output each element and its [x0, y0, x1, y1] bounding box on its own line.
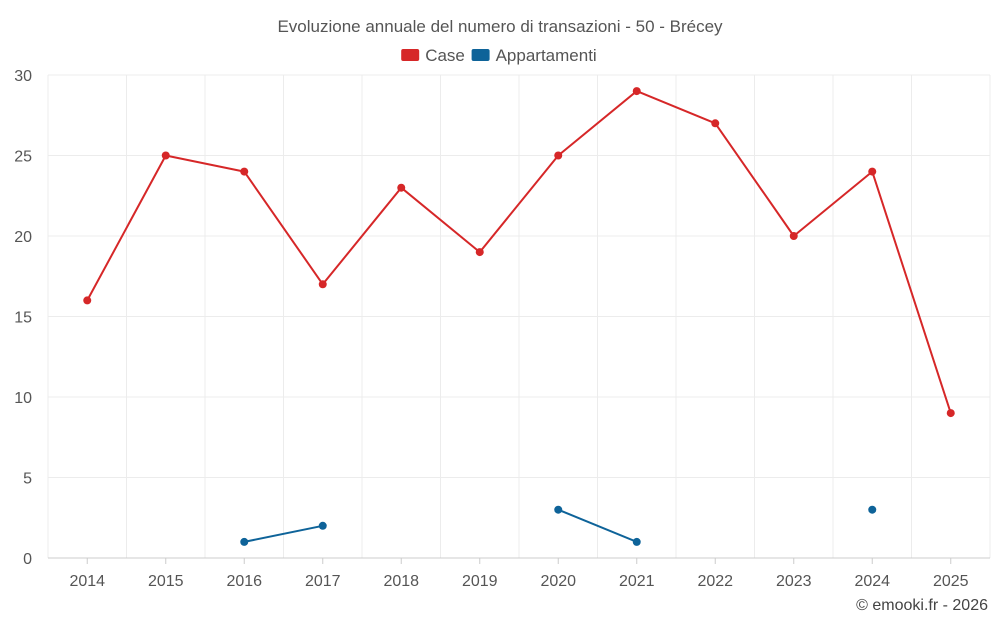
legend-swatch [401, 49, 420, 61]
x-tick-label: 2017 [305, 573, 341, 590]
series-case [83, 87, 955, 418]
data-point[interactable] [161, 151, 170, 160]
x-tick-label: 2018 [383, 573, 419, 590]
x-tick-label: 2021 [619, 573, 655, 590]
data-point[interactable] [868, 167, 877, 176]
data-point[interactable] [554, 151, 563, 160]
x-tick-label: 2020 [540, 573, 576, 590]
series-line [86, 90, 952, 414]
data-point[interactable] [318, 521, 327, 530]
y-tick-label: 15 [14, 310, 32, 327]
x-tick-label: 2014 [69, 573, 105, 590]
y-tick-label: 20 [14, 229, 32, 246]
data-point[interactable] [475, 248, 484, 257]
credit-text: © emooki.fr - 2026 [856, 597, 988, 614]
chart-title: Evoluzione annuale del numero di transaz… [277, 17, 723, 36]
y-tick-label: 25 [14, 149, 32, 166]
legend-label: Case [425, 46, 465, 65]
x-tick-label: 2015 [148, 573, 184, 590]
series-appartamenti [240, 505, 877, 546]
data-point[interactable] [240, 167, 249, 176]
series-line [244, 524, 323, 543]
grid [47, 74, 991, 558]
y-tick-label: 5 [23, 471, 32, 488]
x-tick-label: 2019 [462, 573, 498, 590]
x-tick-label: 2025 [933, 573, 969, 590]
x-tick-label: 2016 [226, 573, 262, 590]
legend-item[interactable]: Case [401, 46, 465, 65]
x-tick-label: 2024 [854, 573, 890, 590]
data-point[interactable] [868, 505, 877, 514]
legend-label: Appartamenti [496, 46, 597, 65]
data-point[interactable] [397, 183, 406, 192]
data-point[interactable] [632, 537, 641, 546]
series-layer [83, 87, 955, 546]
series-line [557, 508, 638, 543]
data-point[interactable] [240, 537, 249, 546]
data-point[interactable] [711, 119, 720, 128]
data-point[interactable] [83, 296, 92, 305]
data-point[interactable] [554, 505, 563, 514]
x-tick-label: 2023 [776, 573, 812, 590]
legend: Case Appartamenti [401, 46, 597, 65]
x-tick-label: 2022 [697, 573, 733, 590]
legend-swatch [471, 49, 490, 61]
data-point[interactable] [318, 280, 327, 289]
data-point[interactable] [946, 409, 955, 418]
y-tick-label: 30 [14, 68, 32, 85]
data-point[interactable] [789, 232, 798, 240]
legend-item[interactable]: Appartamenti [471, 46, 597, 65]
y-tick-label: 10 [14, 390, 32, 407]
data-point[interactable] [632, 87, 641, 96]
y-tick-label: 0 [23, 551, 32, 568]
